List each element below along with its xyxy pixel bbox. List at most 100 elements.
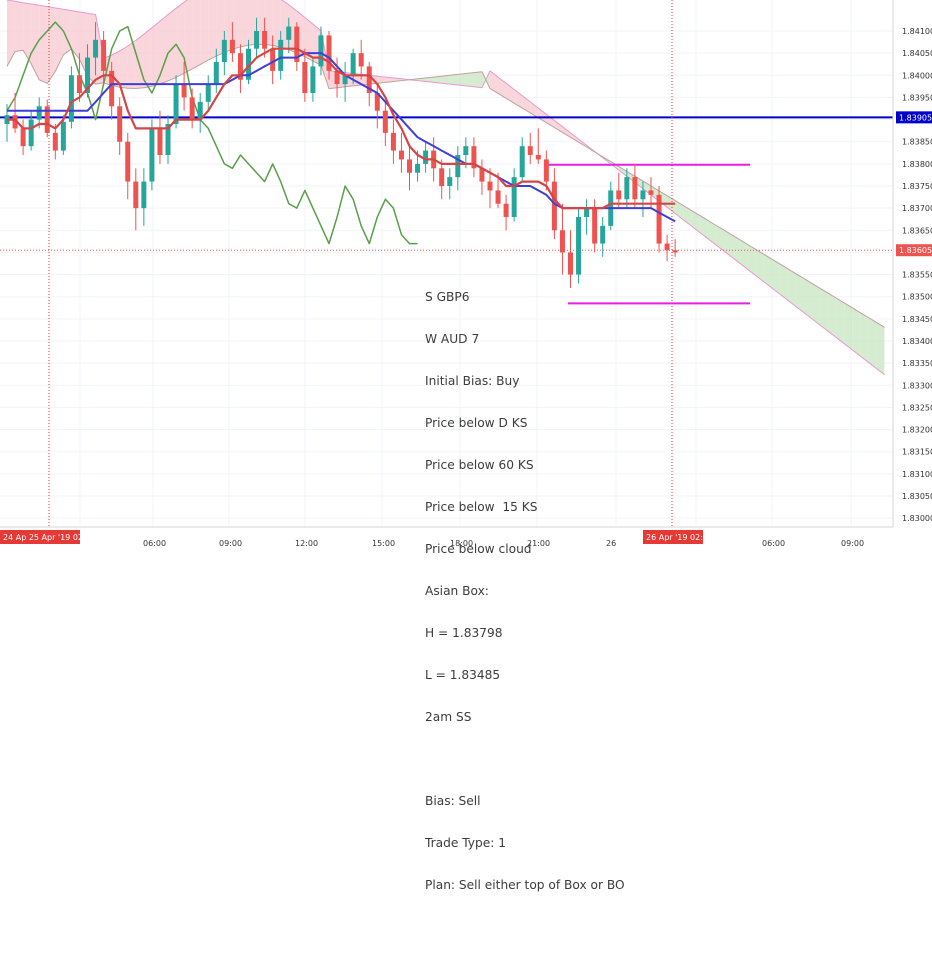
chart-canvas[interactable]: 1.841001.840501.840001.839501.839001.838… bbox=[0, 0, 932, 550]
ichimoku-cloud-segment bbox=[47, 6, 56, 84]
chikou-span-line bbox=[6, 21, 418, 245]
x-tick-label: 21:00 bbox=[527, 539, 550, 548]
ichimoku-cloud-segment bbox=[425, 77, 434, 83]
ichimoku-cloud-segment bbox=[795, 273, 804, 313]
ichimoku-cloud-segment bbox=[151, 21, 160, 87]
ichimoku-cloud-segment bbox=[755, 249, 764, 282]
candle-body bbox=[221, 39, 227, 62]
date-marker-tag bbox=[0, 530, 80, 544]
candle-body bbox=[543, 159, 549, 182]
candle-body bbox=[576, 217, 582, 275]
ichimoku-cloud-segment bbox=[208, 0, 217, 61]
candle-body bbox=[640, 190, 646, 200]
ichimoku-cloud-segment bbox=[71, 10, 80, 60]
candle-body bbox=[326, 35, 332, 71]
candle-body bbox=[511, 177, 517, 217]
note-line: L = 1.83485 bbox=[425, 668, 501, 682]
senkou-span-a-line bbox=[6, 0, 885, 376]
y-tick-label: 1.83750 bbox=[902, 182, 932, 191]
y-tick-label: 1.83700 bbox=[902, 204, 932, 213]
candle-body bbox=[262, 31, 268, 49]
ichimoku-cloud-segment bbox=[304, 17, 313, 61]
ichimoku-cloud-segment bbox=[159, 14, 168, 84]
ichimoku-cloud-segment bbox=[707, 220, 716, 245]
candle-body bbox=[648, 190, 654, 195]
candle-body bbox=[616, 190, 622, 200]
ichimoku-cloud-segment bbox=[192, 0, 201, 69]
ichimoku-cloud-segment bbox=[554, 120, 563, 133]
y-tick-label: 1.83000 bbox=[902, 514, 932, 523]
y-tick-label: 1.83500 bbox=[902, 293, 932, 302]
ichimoku-cloud-segment bbox=[836, 298, 845, 344]
last-price-label: 1.83605 bbox=[899, 246, 932, 255]
y-tick-label: 1.83250 bbox=[902, 403, 932, 412]
candle-body bbox=[447, 177, 453, 186]
date-marker-label: 26 Apr '19 02:00 bbox=[646, 533, 713, 542]
candle-body bbox=[44, 106, 50, 133]
candle-body bbox=[624, 177, 630, 200]
candle-body bbox=[12, 115, 18, 129]
candle-body bbox=[165, 124, 171, 155]
y-tick-label: 1.83400 bbox=[902, 337, 932, 346]
candle-body bbox=[189, 97, 195, 120]
candle-body bbox=[592, 208, 598, 244]
candle-body bbox=[350, 53, 356, 76]
ichimoku-cloud-segment bbox=[377, 76, 386, 84]
ichimoku-cloud-segment bbox=[522, 95, 531, 113]
level-price-tag bbox=[896, 111, 932, 124]
candle-body bbox=[197, 101, 203, 120]
senkou-span-b-line bbox=[6, 43, 885, 328]
candle-body bbox=[93, 39, 99, 58]
candle-body bbox=[270, 48, 276, 71]
note-line: 2am SS bbox=[425, 710, 472, 724]
candle-body bbox=[463, 146, 469, 155]
ichimoku-cloud-segment bbox=[618, 166, 627, 177]
ichimoku-cloud-segment bbox=[135, 34, 144, 89]
chart-area[interactable]: 1.841001.840501.840001.839501.839001.838… bbox=[0, 0, 932, 892]
x-tick-label: 15:00 bbox=[372, 539, 395, 548]
ichimoku-cloud-segment bbox=[787, 268, 796, 307]
y-tick-label: 1.84050 bbox=[902, 49, 932, 58]
ichimoku-cloud-segment bbox=[143, 27, 152, 88]
candle-body bbox=[600, 225, 606, 244]
x-tick-label: 09:00 bbox=[219, 539, 242, 548]
ichimoku-cloud-segment bbox=[803, 278, 812, 319]
ichimoku-cloud-segment bbox=[176, 2, 185, 78]
ichimoku-cloud-segment bbox=[433, 76, 442, 84]
candle-body bbox=[254, 31, 260, 49]
candle-body bbox=[503, 203, 509, 217]
candle-body bbox=[672, 250, 678, 253]
candle-body bbox=[246, 48, 251, 80]
ichimoku-cloud-segment bbox=[860, 312, 869, 363]
y-tick-label: 1.83050 bbox=[902, 492, 932, 501]
y-tick-label: 1.84100 bbox=[902, 27, 932, 36]
ichimoku-cloud-segment bbox=[771, 259, 780, 295]
candle-body bbox=[584, 208, 590, 217]
candle-body bbox=[568, 252, 573, 275]
ichimoku-cloud-segment bbox=[812, 283, 821, 326]
candle-body bbox=[342, 75, 348, 85]
ichimoku-cloud-segment bbox=[876, 322, 885, 375]
candle-body bbox=[68, 75, 74, 122]
ichimoku-cloud-segment bbox=[457, 73, 466, 86]
candle-body bbox=[133, 181, 139, 209]
candle-body bbox=[52, 132, 58, 151]
ichimoku-cloud-segment bbox=[490, 70, 499, 94]
candle-body bbox=[85, 57, 90, 93]
candle-body bbox=[471, 146, 477, 169]
ichimoku-cloud-segment bbox=[168, 8, 177, 81]
candle-body bbox=[479, 168, 485, 182]
x-tick-label: 06:00 bbox=[762, 539, 785, 548]
last-price-tag bbox=[896, 244, 932, 257]
ichimoku-cloud-segment bbox=[763, 254, 772, 288]
candle-body bbox=[302, 62, 308, 93]
ichimoku-cloud-segment bbox=[465, 72, 474, 87]
ichimoku-cloud-segment bbox=[7, 0, 16, 67]
x-tick-label: 09:00 bbox=[841, 539, 864, 548]
candle-body bbox=[101, 39, 107, 71]
ichimoku-cloud-segment bbox=[200, 0, 209, 65]
y-tick-label: 1.83800 bbox=[902, 160, 932, 169]
ichimoku-cloud-segment bbox=[570, 132, 579, 143]
ichimoku-cloud-segment bbox=[119, 45, 128, 89]
candle-body bbox=[535, 155, 541, 160]
